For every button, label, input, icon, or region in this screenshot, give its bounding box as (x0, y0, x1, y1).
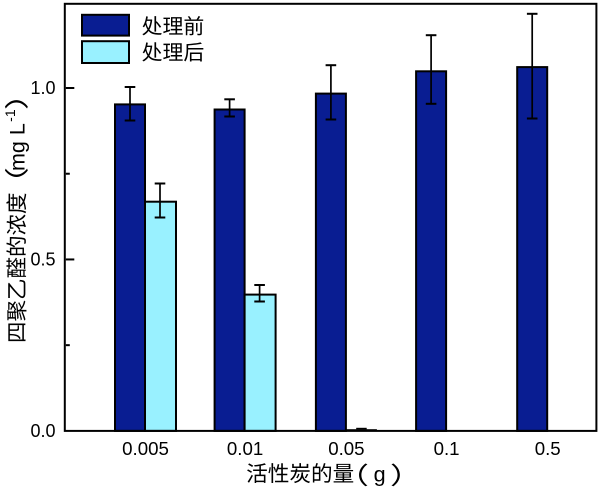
svg-text:1.0: 1.0 (30, 78, 55, 98)
svg-text:0.01: 0.01 (227, 438, 263, 459)
svg-text:0.0: 0.0 (30, 421, 55, 441)
svg-text:0.1: 0.1 (434, 438, 460, 459)
svg-text:-1: -1 (2, 109, 18, 122)
svg-text:g: g (374, 461, 386, 486)
svg-text:0.5: 0.5 (535, 438, 561, 459)
svg-text:0.5: 0.5 (30, 249, 55, 269)
svg-text:0.05: 0.05 (328, 438, 364, 459)
svg-text:0.005: 0.005 (122, 438, 169, 459)
svg-text:mg L: mg L (6, 123, 30, 171)
